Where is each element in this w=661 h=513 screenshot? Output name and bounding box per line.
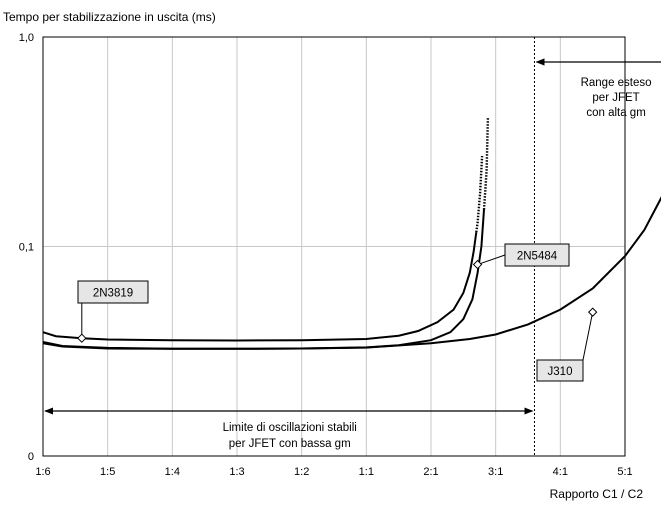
series-line-2n5484 <box>42 209 485 350</box>
range-label-line: Limite di oscillazioni stabili <box>223 422 357 434</box>
x-tick-label: 2:1 <box>423 466 438 478</box>
x-tick-label: 1:1 <box>359 466 374 478</box>
callout-j310: J310 <box>536 307 598 382</box>
x-tick-labels: 1:6 1:5 1:4 1:3 1:2 1:1 2:1 3:1 4:1 5:1 <box>35 466 632 478</box>
y-tick-label: 0 <box>28 451 34 463</box>
plot-area <box>42 36 626 457</box>
callout-2n5484: 2N5484 <box>472 243 570 270</box>
x-axis-label: Rapporto C1 / C2 <box>550 487 644 501</box>
callout-2n3819: 2N3819 <box>77 280 149 343</box>
callout-marker <box>587 307 598 317</box>
series-line-2n5484-extension <box>482 118 490 210</box>
y-tick-labels: 1,0 0,1 0 <box>19 32 34 463</box>
series-line-2n3819 <box>42 231 478 342</box>
x-tick-label: 5:1 <box>617 466 632 478</box>
range-label-line: per JFET <box>592 92 639 104</box>
x-tick-label: 1:5 <box>100 466 115 478</box>
series-callouts: 2N3819 2N5484 J310 <box>77 243 598 382</box>
range-annotations: Limite di oscillazioni stabili per JFET c… <box>44 58 661 450</box>
callout-marker <box>472 259 483 270</box>
callout-box <box>504 243 570 267</box>
x-tick-label: 1:3 <box>229 466 244 478</box>
series-line-2n3819-extension <box>475 156 484 233</box>
callout-box <box>77 280 149 304</box>
callout-label: 2N3819 <box>93 288 133 300</box>
callout-label: J310 <box>548 366 573 378</box>
callout-box <box>536 359 584 382</box>
y-tick-label: 1,0 <box>19 32 34 44</box>
range-label-line: con alta gm <box>586 107 645 119</box>
x-tick-label: 1:2 <box>294 466 309 478</box>
x-tick-label: 4:1 <box>553 466 568 478</box>
chart-title: Tempo per stabilizzazione in uscita (ms) <box>3 10 216 24</box>
x-tick-label: 1:6 <box>35 466 50 478</box>
y-tick-label: 0,1 <box>19 242 34 254</box>
callout-label: 2N5484 <box>517 251 558 263</box>
x-tick-label: 3:1 <box>488 466 503 478</box>
series-line-j310 <box>42 196 661 350</box>
range-label-line: per JFET con bassa gm <box>229 438 351 450</box>
callout-leader <box>477 254 506 266</box>
series-lines <box>42 118 661 350</box>
callout-leader <box>582 312 594 361</box>
range-label-line: Range esteso <box>581 77 652 89</box>
callout-marker <box>77 333 87 343</box>
x-tick-label: 1:4 <box>165 466 180 478</box>
